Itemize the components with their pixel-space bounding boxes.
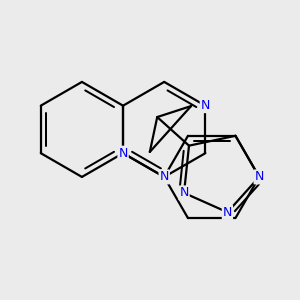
- Text: N: N: [223, 206, 232, 219]
- Text: N: N: [201, 99, 210, 112]
- Text: N: N: [254, 170, 264, 183]
- Text: N: N: [179, 186, 189, 200]
- Text: N: N: [118, 147, 128, 160]
- Text: N: N: [160, 170, 169, 183]
